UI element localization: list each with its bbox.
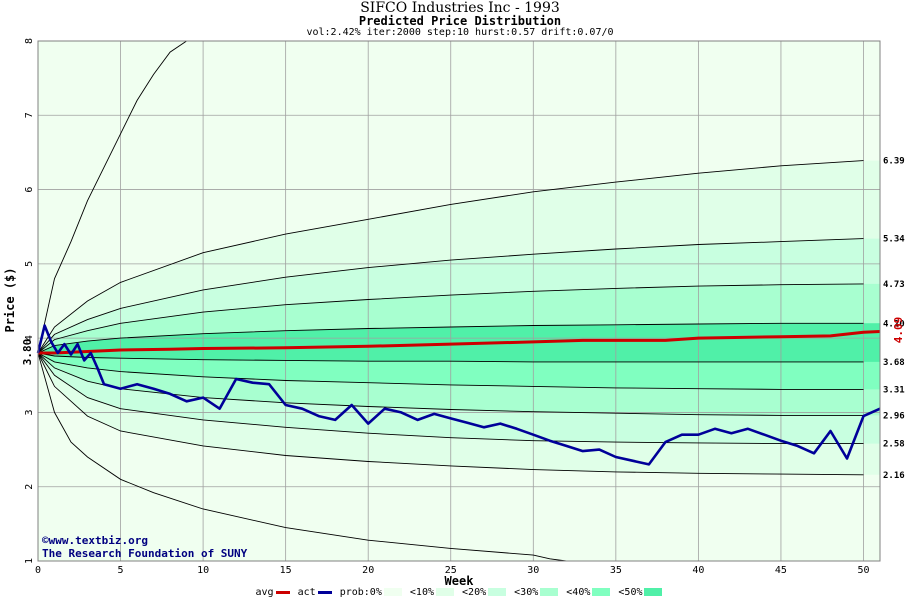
legend-band-10-swatch	[435, 588, 454, 596]
legend-band-50-swatch	[644, 588, 663, 596]
series-avg	[38, 330, 881, 355]
curve-p01	[37, 352, 864, 476]
legend-avg-label: avg	[255, 587, 274, 598]
right-label-p05: 2.58	[883, 440, 905, 450]
curve-p85	[37, 238, 864, 354]
legend: avg act prob:0% <10% <20% <30% <40% <50%	[0, 587, 920, 599]
right-label-p95: 6.39	[883, 157, 905, 167]
right-label-p85: 5.34	[883, 235, 905, 245]
right-label-p01: 2.16	[883, 471, 905, 481]
x-tick-25: 25	[445, 565, 457, 576]
y-tick-3: 3	[24, 409, 35, 415]
x-tick-5: 5	[118, 565, 124, 576]
chart-params: vol:2.42% iter:2000 step:10 hurst:0.57 d…	[306, 27, 614, 38]
probability-bands	[38, 160, 880, 475]
chart-subtitle: Predicted Price Distribution	[358, 14, 562, 28]
right-label-p25: 3.31	[883, 385, 905, 395]
right-label-p40: 3.68	[883, 358, 905, 368]
right-value-labels: 6.39 5.34 4.73 4.20 3.68 3.31 2.96 2.58 2.16	[883, 157, 905, 481]
legend-band-40-swatch	[592, 588, 611, 596]
series-act	[36, 324, 881, 466]
x-tick-50: 50	[857, 565, 869, 576]
curve-p95	[37, 160, 864, 354]
legend-band-40: 40%	[572, 587, 591, 598]
y-tick-6: 6	[24, 187, 35, 193]
x-axis-label: Week	[445, 574, 475, 588]
legend-band-20-swatch	[488, 588, 507, 596]
plot-frame	[37, 40, 881, 562]
right-label-p15: 2.96	[883, 411, 905, 421]
y-tick-1: 1	[24, 558, 35, 564]
legend-band-30-swatch	[540, 588, 559, 596]
legend-act-swatch	[317, 590, 332, 594]
start-price-label: 3.80	[21, 339, 34, 366]
price-series	[36, 324, 881, 466]
y-tick-2: 2	[24, 484, 35, 490]
legend-band-50: 50%	[624, 587, 643, 598]
x-tick-15: 15	[280, 565, 292, 576]
y-axis-label: Price ($)	[3, 267, 17, 332]
right-label-p60: 4.20	[883, 319, 905, 329]
curve-upper_max	[37, 40, 187, 354]
x-tick-45: 45	[775, 565, 787, 576]
legend-band-0-swatch	[383, 588, 402, 596]
curve-p60	[37, 322, 864, 354]
legend-avg-swatch	[275, 590, 290, 594]
x-tick-40: 40	[692, 565, 704, 576]
x-tick-20: 20	[362, 565, 374, 576]
y-tick-8: 8	[24, 38, 35, 44]
curve-p15	[37, 352, 864, 416]
x-tick-10: 10	[197, 565, 209, 576]
x-axis-ticks: 0 5 10 15 20 25 30 35 40 45 50	[35, 565, 870, 576]
legend-band-10: 10%	[415, 587, 434, 598]
legend-band-30: 30%	[520, 587, 539, 598]
y-tick-7: 7	[24, 112, 35, 118]
y-tick-5: 5	[24, 261, 35, 267]
chart-title: SIFCO Industries Inc - 1993	[360, 0, 560, 16]
x-tick-30: 30	[527, 565, 539, 576]
legend-prob-label: prob:0%	[339, 587, 382, 598]
watermark-url[interactable]: www.textbiz.org	[48, 534, 148, 547]
curve-p75	[37, 283, 864, 354]
right-label-p75: 4.73	[883, 280, 905, 290]
copyright-icon: ©	[42, 534, 49, 547]
legend-act-label: act	[297, 587, 316, 598]
y-axis-ticks: 1 2 3 4 5 6 7 8	[24, 38, 35, 564]
watermark-org: The Research Foundation of SUNY	[42, 547, 248, 560]
curve-lower_min	[37, 352, 567, 562]
curve-p05	[37, 352, 864, 445]
y-tick-4: 4	[24, 335, 35, 341]
x-tick-35: 35	[610, 565, 622, 576]
curve-p25	[37, 352, 864, 390]
end-avg-label: 4.09	[892, 317, 905, 344]
legend-band-20: 20%	[468, 587, 487, 598]
x-tick-0: 0	[35, 565, 41, 576]
watermark: ©www.textbiz.org The Research Foundation…	[42, 534, 247, 560]
